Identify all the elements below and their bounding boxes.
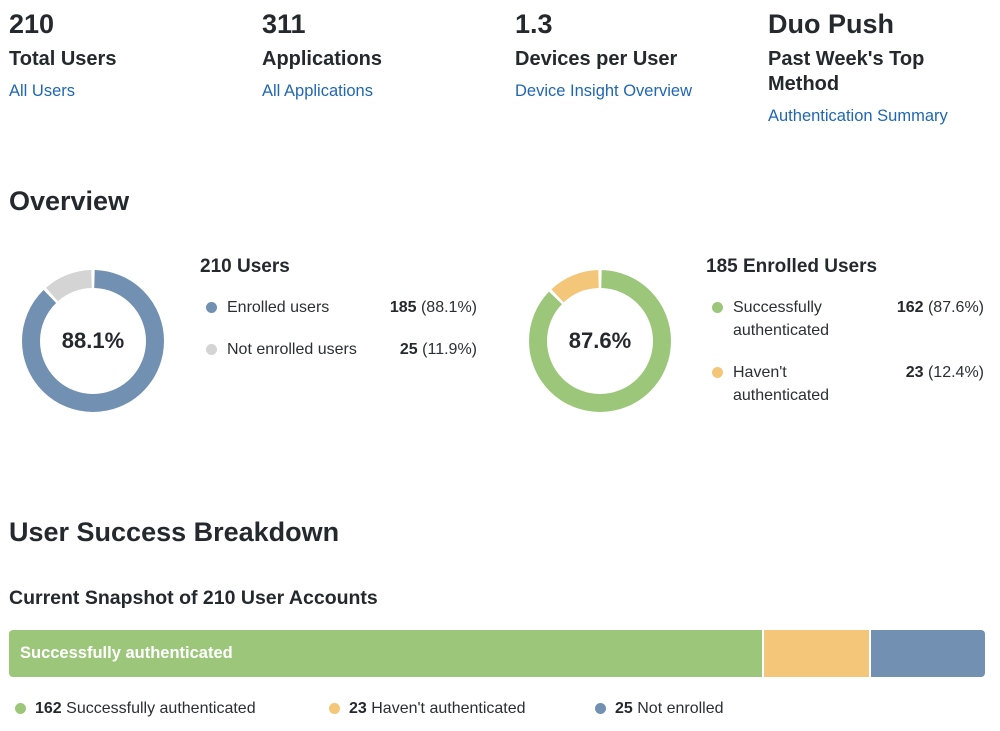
stat-value: 1.3 <box>515 9 553 39</box>
bar-segment-label: Successfully authenticated <box>20 644 233 662</box>
user-success-stacked-bar: Successfully authenticated <box>9 630 985 677</box>
breakdown-legend-havent: 23 Haven't authenticated <box>329 697 526 721</box>
users-donut-chart: 88.1% <box>22 270 164 412</box>
legend-count: 162 <box>35 700 62 717</box>
bar-segment-successfully-authenticated[interactable]: Successfully authenticated <box>9 630 762 677</box>
overview-title: Overview <box>9 186 130 216</box>
bar-segment-havent-authenticated[interactable] <box>761 630 869 677</box>
bar-segment-not-enrolled[interactable] <box>868 630 985 677</box>
legend-value: 185 (88.1%) <box>390 296 477 319</box>
donut-segment-enrolled <box>22 270 164 412</box>
legend-label: Haven't authenticated <box>733 364 830 404</box>
stat-total-users: 210 Total Users All Users <box>9 8 249 101</box>
legend-pct: (87.6%) <box>927 299 984 316</box>
success-dot-icon <box>712 302 723 313</box>
legend-pct: (12.4%) <box>927 364 984 381</box>
enrolled-legend: 185 Enrolled Users Successfully authenti… <box>706 255 986 415</box>
stat-label: Past Week's Top Method <box>768 48 925 95</box>
breakdown-subtitle: Current Snapshot of 210 User Accounts <box>9 587 378 609</box>
all-users-link[interactable]: All Users <box>9 82 76 100</box>
all-applications-link[interactable]: All Applications <box>262 82 373 100</box>
success-dot-icon <box>15 703 26 714</box>
stats-row: 210 Total Users All Users 311 Applicatio… <box>9 8 994 138</box>
legend-value: 25 (11.9%) <box>400 338 477 361</box>
breakdown-title: User Success Breakdown <box>9 517 340 547</box>
havent-dot-icon <box>329 703 340 714</box>
stat-devices-per-user: 1.3 Devices per User Device Insight Over… <box>515 8 755 101</box>
stat-label: Total Users <box>9 48 117 70</box>
legend-count: 23 <box>905 364 924 381</box>
authentication-summary-link[interactable]: Authentication Summary <box>768 107 948 125</box>
legend-label: Successfully authenticated <box>733 299 830 339</box>
stat-value: 311 <box>262 9 306 39</box>
stat-value: Duo Push <box>768 9 894 39</box>
legend-pct: (11.9%) <box>422 341 477 358</box>
enrolled-dot-icon <box>595 703 606 714</box>
breakdown-legend-success: 162 Successfully authenticated <box>15 697 256 721</box>
enrolled-dot-icon <box>206 302 217 313</box>
enrolled-donut-svg <box>529 270 671 412</box>
legend-label: Haven't authenticated <box>371 700 526 717</box>
legend-label: Enrolled users <box>227 299 330 316</box>
users-legend: 210 Users Enrolled users 185 (88.1%) Not… <box>200 255 480 375</box>
legend-count: 23 <box>349 700 367 717</box>
enrolled-legend-title: 185 Enrolled Users <box>706 256 878 277</box>
legend-count: 25 <box>399 341 418 358</box>
not-enrolled-dot-icon <box>206 344 217 355</box>
legend-value: 162 (87.6%) <box>897 296 984 319</box>
stat-top-method: Duo Push Past Week's Top Method Authenti… <box>768 8 994 126</box>
device-insight-overview-link[interactable]: Device Insight Overview <box>515 82 692 100</box>
users-donut-percent: 88.1% <box>61 328 125 353</box>
legend-label: Not enrolled users <box>227 341 357 358</box>
legend-pct: (88.1%) <box>420 299 477 316</box>
users-legend-title: 210 Users <box>200 256 290 277</box>
enrolled-donut-chart: 87.6% <box>529 270 671 412</box>
legend-value: 23 (12.4%) <box>906 361 984 384</box>
legend-count: 185 <box>389 299 417 316</box>
legend-count: 25 <box>615 700 633 717</box>
breakdown-legend: 162 Successfully authenticated 23 Haven'… <box>9 697 994 721</box>
breakdown-legend-not-enrolled: 25 Not enrolled <box>595 697 724 721</box>
legend-label: Not enrolled <box>637 700 724 717</box>
stat-value: 210 <box>9 9 55 39</box>
havent-dot-icon <box>712 367 723 378</box>
enrolled-donut-percent: 87.6% <box>568 328 632 353</box>
stat-applications: 311 Applications All Applications <box>262 8 502 101</box>
legend-count: 162 <box>896 299 924 316</box>
donut-segment-successfully-authenticated <box>529 270 671 412</box>
stat-label: Applications <box>262 48 383 70</box>
legend-label: Successfully authenticated <box>66 700 256 717</box>
users-donut-svg <box>22 270 164 412</box>
stat-label: Devices per User <box>515 48 678 70</box>
